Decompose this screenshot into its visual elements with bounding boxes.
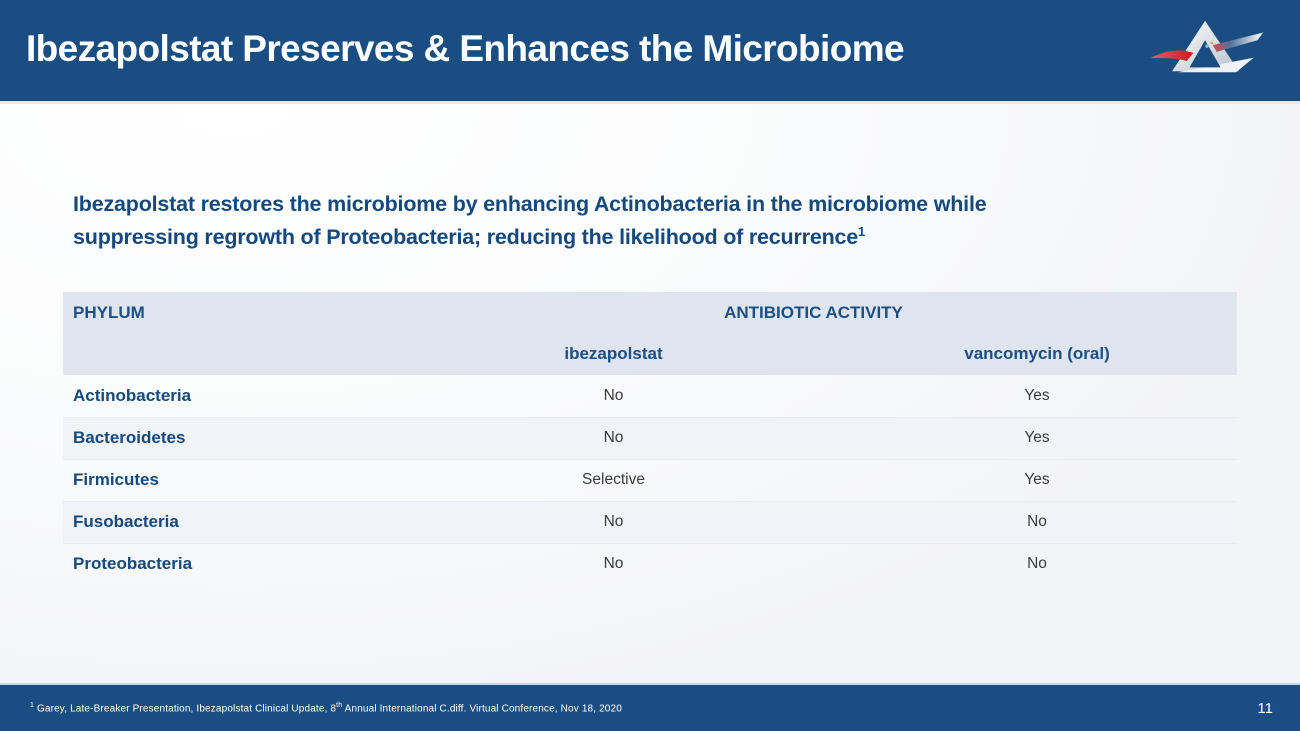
phylum-cell: Firmicutes xyxy=(63,459,390,502)
key-message-footnote-ref: 1 xyxy=(858,223,866,239)
slide-title: Ibezapolstat Preserves & Enhances the Mi… xyxy=(26,27,905,69)
table-row: Firmicutes Selective Yes xyxy=(63,459,1237,502)
table-header-drug-row: ibezapolstat vancomycin (oral) xyxy=(63,333,1237,375)
ibezapolstat-cell: No xyxy=(390,501,837,544)
slide-header: Ibezapolstat Preserves & Enhances the Mi… xyxy=(0,0,1300,104)
empty-header-cell xyxy=(63,333,390,375)
table-row: Fusobacteria No No xyxy=(63,501,1237,544)
vancomycin-cell: Yes xyxy=(837,459,1237,502)
slide-footer: 1 Garey, Late-Breaker Presentation, Ibez… xyxy=(0,683,1300,731)
vancomycin-cell: Yes xyxy=(837,375,1237,418)
vancomycin-column-header: vancomycin (oral) xyxy=(837,333,1237,375)
phylum-cell: Actinobacteria xyxy=(63,375,390,418)
ibezapolstat-cell: No xyxy=(390,375,837,418)
citation: 1 Garey, Late-Breaker Presentation, Ibez… xyxy=(30,701,622,715)
ibezapolstat-column-header: ibezapolstat xyxy=(390,333,837,375)
phylum-cell: Bacteroidetes xyxy=(63,417,390,460)
phylum-column-header: PHYLUM xyxy=(63,292,390,333)
citation-ref-number: 1 xyxy=(30,701,35,709)
antibiotic-activity-group-header: ANTIBIOTIC ACTIVITY xyxy=(390,292,1237,333)
phylum-cell: Proteobacteria xyxy=(73,554,193,574)
ibezapolstat-cell: No xyxy=(390,417,837,460)
vancomycin-cell: No xyxy=(837,501,1237,544)
key-message-line1: Ibezapolstat restores the microbiome by … xyxy=(73,192,987,216)
table-row: Actinobacteria No Yes xyxy=(63,375,1237,418)
citation-ordinal-sup: th xyxy=(336,701,343,709)
phylum-cell: Fusobacteria xyxy=(63,501,390,544)
ibezapolstat-cell: No xyxy=(603,555,624,573)
table-row: Bacteroidetes No Yes xyxy=(63,417,1237,460)
key-message-line2: suppressing regrowth of Proteobacteria; … xyxy=(73,224,859,249)
phylum-activity-table: PHYLUM ANTIBIOTIC ACTIVITY ibezapolstat … xyxy=(63,292,1237,585)
vancomycin-cell: Yes xyxy=(837,417,1237,460)
table-header-group-row: PHYLUM ANTIBIOTIC ACTIVITY xyxy=(63,292,1237,333)
page-number: 11 xyxy=(1257,699,1273,717)
ibezapolstat-cell: Selective xyxy=(390,459,837,502)
table-row: Proteobacteria No No xyxy=(63,543,1237,585)
vancomycin-cell: No xyxy=(1027,555,1047,573)
key-message: Ibezapolstat restores the microbiome by … xyxy=(73,188,1173,253)
paper-sail-logo-icon xyxy=(1150,20,1264,72)
